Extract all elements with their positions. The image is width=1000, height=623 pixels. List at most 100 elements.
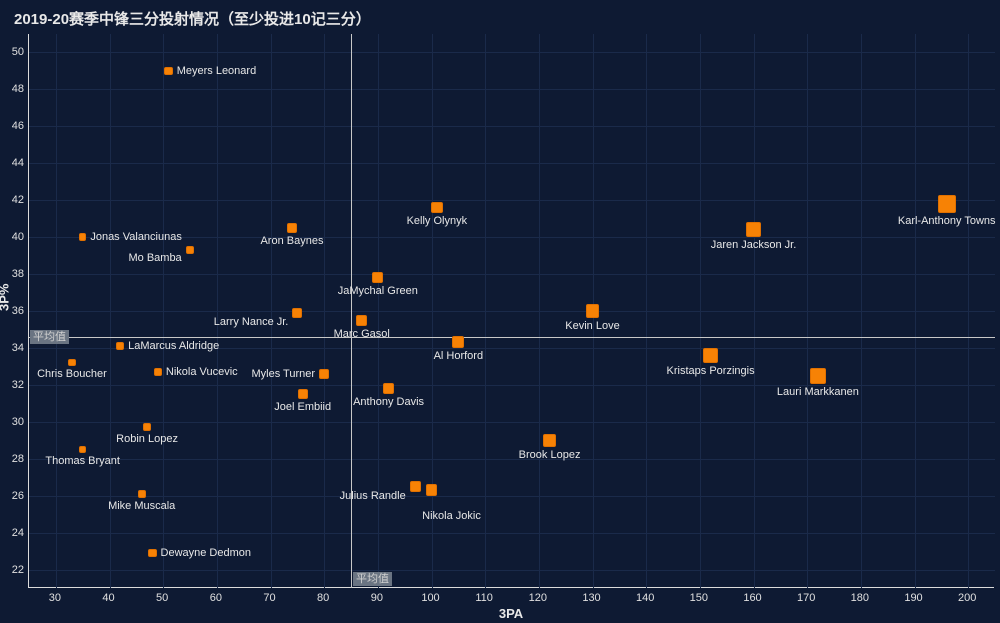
data-point[interactable]: [426, 484, 438, 496]
data-point-label: Kevin Love: [565, 320, 619, 332]
reference-line-vertical: [351, 34, 352, 588]
y-tick-label: 24: [8, 527, 24, 539]
gridline-horizontal: [29, 422, 995, 423]
data-point[interactable]: [298, 389, 308, 399]
data-point-label: Nikola Jokic: [422, 510, 481, 522]
data-point[interactable]: [543, 434, 556, 447]
data-point-label: Chris Boucher: [37, 368, 107, 380]
x-tick-label: 100: [421, 592, 439, 604]
y-tick-label: 44: [8, 157, 24, 169]
data-point-label: Al Horford: [434, 350, 484, 362]
data-point[interactable]: [143, 423, 151, 431]
data-point[interactable]: [292, 308, 302, 318]
data-point[interactable]: [138, 490, 146, 498]
gridline-horizontal: [29, 533, 995, 534]
data-point[interactable]: [68, 359, 75, 366]
x-tick-label: 90: [371, 592, 383, 604]
gridline-horizontal: [29, 459, 995, 460]
data-point-label: Thomas Bryant: [45, 455, 120, 467]
data-point-label: Dewayne Dedmon: [161, 547, 252, 559]
x-tick-label: 120: [529, 592, 547, 604]
gridline-horizontal: [29, 200, 995, 201]
x-tick-label: 170: [797, 592, 815, 604]
data-point[interactable]: [586, 304, 599, 317]
data-point[interactable]: [287, 223, 297, 233]
data-point[interactable]: [154, 368, 162, 376]
y-tick-label: 22: [8, 564, 24, 576]
data-point-label: Marc Gasol: [334, 328, 390, 340]
y-tick-label: 28: [8, 453, 24, 465]
data-point-label: Lauri Markkanen: [777, 386, 859, 398]
x-tick-label: 70: [263, 592, 275, 604]
y-tick-label: 46: [8, 120, 24, 132]
reference-label-y: 平均值: [30, 330, 69, 344]
data-point-label: Nikola Vucevic: [166, 366, 238, 378]
data-point[interactable]: [164, 67, 172, 75]
data-point[interactable]: [452, 336, 464, 348]
y-tick-label: 40: [8, 231, 24, 243]
x-tick-label: 180: [851, 592, 869, 604]
data-point-label: Julius Randle: [340, 490, 406, 502]
data-point-label: Jonas Valanciunas: [90, 231, 182, 243]
x-tick-label: 40: [102, 592, 114, 604]
x-tick-label: 80: [317, 592, 329, 604]
data-point[interactable]: [810, 368, 826, 384]
y-tick-label: 34: [8, 342, 24, 354]
gridline-horizontal: [29, 570, 995, 571]
x-tick-label: 60: [210, 592, 222, 604]
data-point[interactable]: [356, 315, 367, 326]
y-tick-label: 42: [8, 194, 24, 206]
x-tick-label: 140: [636, 592, 654, 604]
data-point-label: Myles Turner: [251, 368, 315, 380]
gridline-horizontal: [29, 89, 995, 90]
data-point-label: Mo Bamba: [128, 252, 181, 264]
gridline-horizontal: [29, 311, 995, 312]
data-point[interactable]: [186, 246, 195, 255]
y-tick-label: 48: [8, 83, 24, 95]
x-tick-label: 110: [475, 592, 493, 604]
data-point-label: Aron Baynes: [260, 235, 323, 247]
data-point[interactable]: [79, 446, 86, 453]
x-tick-label: 200: [958, 592, 976, 604]
y-tick-label: 38: [8, 268, 24, 280]
data-point-label: Karl-Anthony Towns: [898, 215, 996, 227]
x-tick-label: 130: [582, 592, 600, 604]
scatter-plot-area: 平均值平均值Meyers LeonardKarl-Anthony TownsKe…: [28, 34, 994, 588]
data-point-label: Mike Muscala: [108, 500, 175, 512]
gridline-horizontal: [29, 126, 995, 127]
data-point[interactable]: [431, 202, 443, 214]
data-point[interactable]: [746, 222, 761, 237]
gridline-horizontal: [29, 52, 995, 53]
data-point-label: Jaren Jackson Jr.: [711, 239, 797, 251]
data-point-label: Meyers Leonard: [177, 65, 257, 77]
data-point[interactable]: [79, 233, 86, 240]
y-tick-label: 26: [8, 490, 24, 502]
x-axis-title: 3PA: [499, 606, 523, 621]
gridline-horizontal: [29, 496, 995, 497]
data-point-label: Joel Embiid: [274, 401, 331, 413]
y-tick-label: 50: [8, 46, 24, 58]
data-point-label: Brook Lopez: [519, 449, 581, 461]
data-point[interactable]: [938, 195, 956, 213]
data-point[interactable]: [319, 369, 329, 379]
x-tick-label: 50: [156, 592, 168, 604]
data-point[interactable]: [148, 549, 156, 557]
x-tick-label: 190: [904, 592, 922, 604]
data-point[interactable]: [410, 481, 421, 492]
data-point[interactable]: [703, 348, 718, 363]
y-tick-label: 30: [8, 416, 24, 428]
reference-label-x: 平均值: [353, 572, 392, 586]
gridline-horizontal: [29, 274, 995, 275]
x-tick-label: 30: [49, 592, 61, 604]
reference-line-horizontal: [29, 337, 995, 338]
y-tick-label: 36: [8, 305, 24, 317]
data-point[interactable]: [372, 272, 383, 283]
x-tick-label: 160: [743, 592, 761, 604]
data-point[interactable]: [383, 383, 394, 394]
data-point[interactable]: [116, 342, 124, 350]
data-point-label: Kelly Olynyk: [407, 215, 468, 227]
y-tick-label: 32: [8, 379, 24, 391]
x-tick-label: 150: [690, 592, 708, 604]
data-point-label: Anthony Davis: [353, 396, 424, 408]
data-point-label: JaMychal Green: [338, 285, 418, 297]
